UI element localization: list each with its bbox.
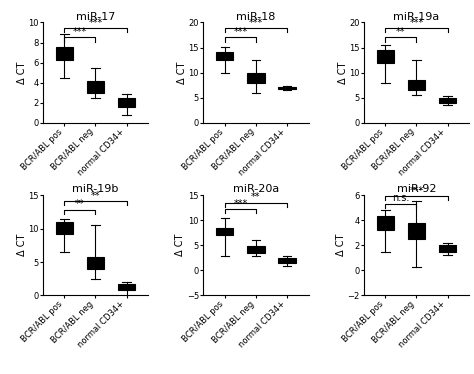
Text: ***: ***	[88, 18, 102, 28]
Text: **: **	[91, 191, 100, 200]
PathPatch shape	[247, 73, 264, 83]
Text: n.s.: n.s.	[392, 193, 410, 203]
PathPatch shape	[439, 98, 456, 103]
Text: ***: ***	[249, 18, 263, 28]
PathPatch shape	[87, 81, 104, 93]
PathPatch shape	[56, 222, 73, 234]
Y-axis label: Δ CT: Δ CT	[17, 61, 27, 84]
Text: **: **	[251, 192, 261, 202]
PathPatch shape	[216, 52, 233, 60]
PathPatch shape	[377, 50, 394, 62]
Text: **: **	[396, 27, 406, 37]
Text: ***: ***	[410, 18, 424, 28]
PathPatch shape	[377, 217, 394, 230]
PathPatch shape	[439, 245, 456, 252]
PathPatch shape	[408, 80, 425, 90]
Title: miR-19a: miR-19a	[393, 12, 439, 22]
PathPatch shape	[216, 228, 233, 235]
Text: ***: ***	[73, 27, 87, 37]
Text: ***: ***	[233, 27, 247, 37]
Text: ***: ***	[233, 199, 247, 209]
Y-axis label: Δ CT: Δ CT	[175, 234, 185, 257]
Y-axis label: Δ CT: Δ CT	[17, 234, 27, 257]
Title: miR-92: miR-92	[397, 184, 436, 194]
Title: miR-17: miR-17	[76, 12, 115, 22]
Text: **: **	[75, 199, 85, 209]
PathPatch shape	[247, 246, 264, 253]
PathPatch shape	[408, 223, 425, 239]
Y-axis label: Δ CT: Δ CT	[336, 234, 346, 257]
Y-axis label: Δ CT: Δ CT	[337, 61, 347, 84]
PathPatch shape	[56, 46, 73, 59]
Text: ***: ***	[410, 186, 424, 196]
Title: miR-19b: miR-19b	[72, 184, 118, 194]
Title: miR-20a: miR-20a	[233, 184, 279, 194]
Y-axis label: Δ CT: Δ CT	[177, 61, 187, 84]
PathPatch shape	[118, 284, 135, 290]
PathPatch shape	[279, 258, 296, 263]
PathPatch shape	[118, 98, 135, 107]
PathPatch shape	[279, 87, 296, 89]
Title: miR-18: miR-18	[236, 12, 276, 22]
PathPatch shape	[87, 257, 104, 269]
